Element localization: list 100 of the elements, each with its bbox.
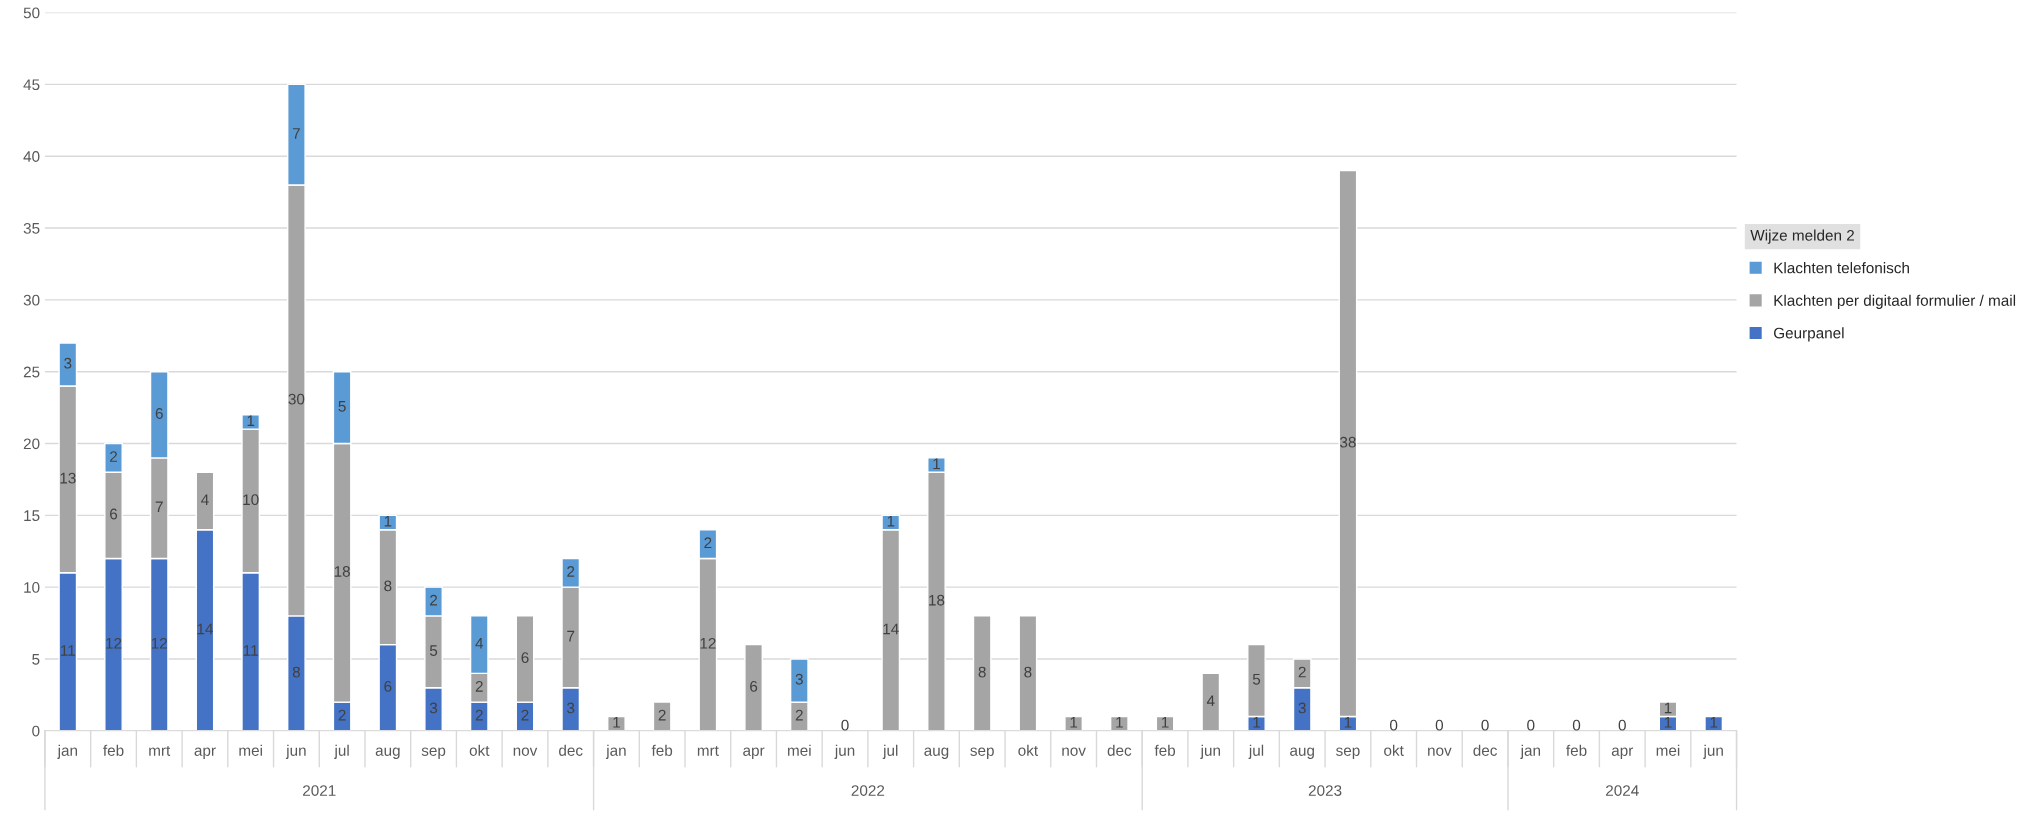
x-tick-label: mei [1656,744,1680,756]
legend-label: Klachten per digitaal formulier / mail [1774,294,2016,309]
data-label: 5 [1252,673,1261,685]
data-label: 1 [933,458,940,470]
x-tick-label: jun [1703,744,1723,759]
x-tick-label: feb [651,744,673,756]
data-label: 3 [567,702,575,714]
x-tick-label: mrt [697,745,719,756]
data-label: 6 [750,680,758,692]
x-tick-label: apr [194,747,216,759]
data-label: 7 [155,501,163,513]
data-label: 1 [1070,717,1078,728]
data-label: 2 [795,709,803,721]
x-tick-label: dec [1473,744,1498,756]
data-label: 1 [1344,717,1352,728]
x-tick-label: nov [513,747,538,756]
data-label: 0 [1527,719,1535,731]
x-tick-label: aug [375,747,400,759]
y-tick-label: 10 [24,582,40,593]
x-tick-label: aug [924,747,949,759]
text: 2023 [1308,785,1342,796]
data-label: 3 [429,702,438,714]
data-label: 4 [475,638,484,649]
x-tick-label: okt [469,744,490,756]
data-label: 8 [292,666,300,678]
data-label: 14 [883,623,899,635]
data-label: 7 [567,630,575,642]
text: 2024 [1606,785,1639,796]
x-tick-label: jun [285,744,306,759]
x-tick-label: jun [1200,744,1220,759]
x-tick-label: jan [57,744,78,759]
data-label: 2 [430,594,438,606]
x-tick-label: apr [743,747,765,759]
y-tick-label: 45 [23,79,40,91]
x-tick-label: mei [788,744,811,756]
x-tick-label: mrt [149,745,171,756]
bar [1018,615,1038,731]
y-tick-label: 40 [23,151,40,162]
data-label: 11 [243,645,258,656]
data-label: 18 [334,566,350,577]
data-label: 1 [887,515,895,527]
x-tick-label: jul [1248,744,1264,759]
x-tick-label: dec [559,744,583,756]
data-label: 2 [1298,666,1306,678]
data-label: 11 [61,645,75,656]
y-tick-label: 25 [23,366,40,378]
data-label: 12 [700,637,716,649]
y-tick-label: 20 [23,438,40,450]
x-tick-label: okt [1018,744,1038,756]
data-label: 8 [978,666,986,678]
x-tick-label: okt [1384,744,1404,756]
data-label: 1 [1116,717,1123,728]
text: 2021 [303,785,336,796]
x-tick-label: feb [103,744,124,756]
data-label: 2 [338,709,346,721]
data-label: 10 [243,494,259,506]
data-label: 1 [384,515,392,527]
legend-label: Klachten telefonisch [1774,262,1909,274]
x-tick-label: nov [1428,747,1452,756]
data-label: 5 [429,645,438,656]
data-label: 0 [1435,719,1444,731]
x-tick-label: feb [1154,744,1176,756]
data-label: 7 [292,128,300,139]
data-label: 2 [110,451,118,462]
data-label: 6 [110,508,118,520]
data-label: 3 [795,673,803,685]
data-label: 12 [106,637,122,649]
data-label: 1 [1664,717,1672,728]
x-tick-label: jan [605,744,626,759]
x-tick-label: dec [1107,744,1132,756]
x-tick-label: sep [1336,747,1360,759]
bar [652,701,672,731]
data-label: 1 [1253,717,1260,728]
data-label: 2 [567,566,575,577]
data-label: 12 [151,637,167,649]
data-label: 4 [201,494,209,505]
data-label: 2 [521,709,529,721]
y-tick-label: 15 [24,510,40,522]
data-label: 0 [1618,719,1626,731]
data-label: 1 [613,717,620,728]
x-tick-label: jan [1520,744,1541,759]
y-tick-label: 0 [32,725,40,737]
bar [744,643,763,731]
data-label: 2 [658,709,666,721]
x-tick-label: jun [834,744,855,759]
x-tick-label: sep [970,747,994,759]
data-label: 6 [384,680,392,692]
data-label: 1 [1664,702,1672,714]
data-label: 13 [60,472,76,484]
data-label: 3 [1298,702,1306,714]
x-tick-label: mei [239,744,262,756]
y-tick-label: 35 [23,222,40,234]
data-label: 2 [475,709,483,721]
data-label: 14 [197,623,214,635]
data-label: 8 [384,580,392,592]
x-tick-label: feb [1566,744,1587,756]
data-label: 1 [1161,717,1169,728]
y-tick-label: 50 [23,7,40,19]
x-tick-label: jul [334,744,349,759]
data-label: 1 [247,415,255,426]
